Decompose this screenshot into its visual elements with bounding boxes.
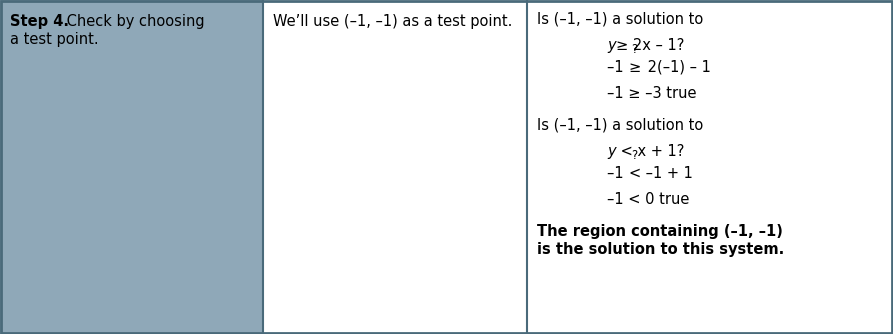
Text: –1: –1 xyxy=(607,166,628,181)
Bar xyxy=(263,0,527,334)
Bar xyxy=(527,0,893,334)
Text: –1 < 0 true: –1 < 0 true xyxy=(607,192,689,207)
Text: 2(–1) – 1: 2(–1) – 1 xyxy=(643,60,711,75)
Text: ≥ 2x – 1?: ≥ 2x – 1? xyxy=(616,38,684,53)
Bar xyxy=(0,0,263,334)
Text: y: y xyxy=(607,144,615,159)
Text: Check by choosing: Check by choosing xyxy=(62,14,204,29)
Text: < x + 1?: < x + 1? xyxy=(616,144,684,159)
Text: y: y xyxy=(607,38,615,53)
Text: Is (–1, –1) a solution to: Is (–1, –1) a solution to xyxy=(537,12,703,27)
Text: a test point.: a test point. xyxy=(10,32,98,47)
Text: ?: ? xyxy=(630,43,637,56)
Text: Step 4.: Step 4. xyxy=(10,14,69,29)
Text: The region containing (–1, –1): The region containing (–1, –1) xyxy=(537,224,783,239)
Text: –1: –1 xyxy=(607,60,628,75)
Text: Is (–1, –1) a solution to: Is (–1, –1) a solution to xyxy=(537,118,703,133)
Text: –1 + 1: –1 + 1 xyxy=(641,166,693,181)
Text: is the solution to this system.: is the solution to this system. xyxy=(537,242,784,257)
Text: <: < xyxy=(629,166,641,181)
Text: ?: ? xyxy=(630,149,637,162)
Text: –1 ≥ –3 true: –1 ≥ –3 true xyxy=(607,86,697,101)
Text: We’ll use (–1, –1) as a test point.: We’ll use (–1, –1) as a test point. xyxy=(273,14,513,29)
Text: ≥: ≥ xyxy=(629,60,641,75)
